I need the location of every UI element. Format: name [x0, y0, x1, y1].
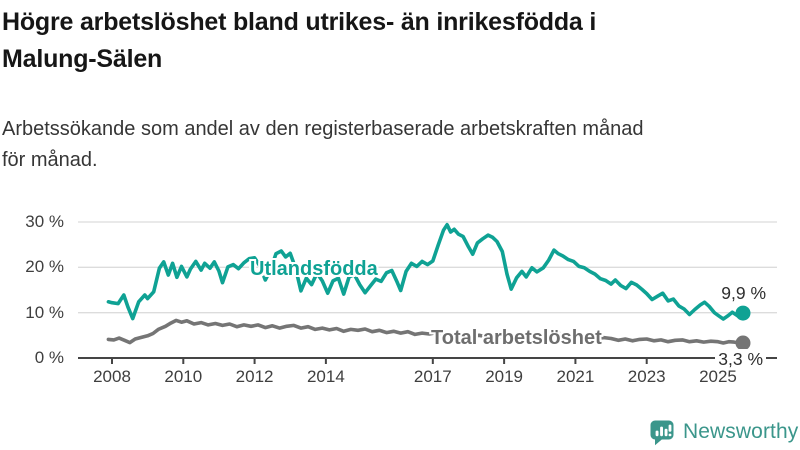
- series-label-utlandsfodda: Utlandsfödda: [250, 258, 378, 280]
- y-axis-label-0: 0 %: [34, 348, 64, 367]
- chart-subtitle: Arbetssökande som andel av den registerb…: [2, 114, 798, 176]
- x-axis-label-2008: 2008: [93, 367, 131, 386]
- bar-chart-speech-bubble-icon: [650, 420, 674, 446]
- x-axis-label-2025: 2025: [699, 367, 737, 386]
- page-title-line2: Malung-Sälen: [2, 45, 163, 73]
- y-axis-label-10: 10 %: [25, 302, 64, 322]
- end-value-label-total-text: 3,3 %: [715, 349, 766, 369]
- x-axis-label-2010: 2010: [164, 367, 203, 386]
- x-axis-label-2012: 2012: [235, 367, 274, 386]
- newsworthy-logo-text: Newsworthy: [683, 420, 799, 443]
- end-dot-total-arbetsloshet: [735, 335, 751, 351]
- series-label-total-arbetsloshet: Total arbetslöshet: [431, 327, 602, 349]
- x-axis-label-2017: 2017: [413, 367, 452, 386]
- page-title: Högre arbetslöshet bland utrikes- än inr…: [2, 4, 798, 78]
- x-axis-label-2014: 2014: [306, 367, 345, 386]
- page-title-line1: Högre arbetslöshet bland utrikes- än inr…: [2, 8, 597, 36]
- line-total-arbetsloshet: [106, 318, 745, 345]
- y-axis-label-20: 20 %: [25, 257, 64, 277]
- x-axis-label-2023: 2023: [627, 367, 666, 386]
- end-value-label-total: 3,3 %: [694, 349, 766, 369]
- line-utlandsfodda: [106, 222, 745, 321]
- x-axis-label-2021: 2021: [556, 367, 595, 386]
- chart-subtitle-line2: för månad.: [2, 149, 98, 171]
- end-value-label-utlandsfodda: 9,9 %: [721, 283, 766, 303]
- x-axis-label-2019: 2019: [485, 367, 524, 386]
- end-dot-utlandsfodda: [735, 305, 751, 321]
- chart-subtitle-line1: Arbetssökande som andel av den registerb…: [2, 118, 644, 140]
- newsworthy-logo[interactable]: Newsworthy: [648, 418, 798, 446]
- y-axis-label-30: 30 %: [25, 212, 64, 231]
